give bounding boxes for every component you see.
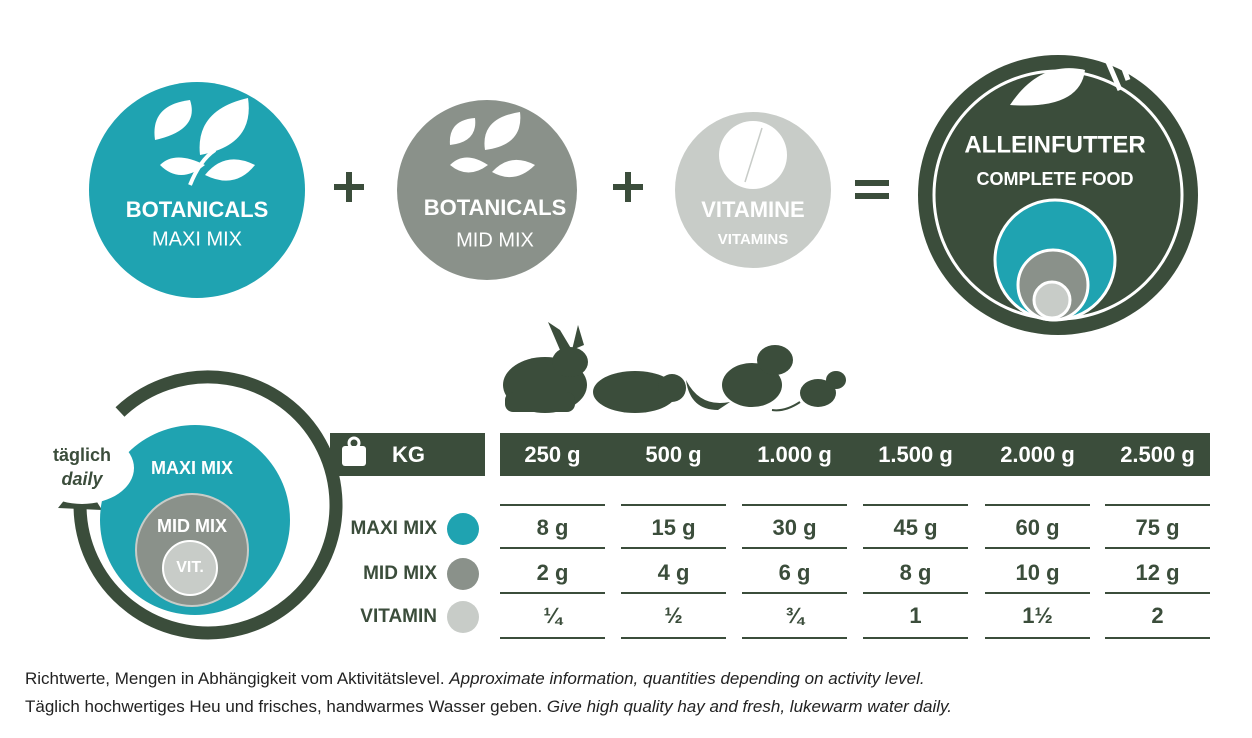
maxi-mix-circle [89, 82, 305, 298]
stem-icon [1102, 54, 1131, 91]
cycle-vit [162, 540, 218, 596]
result-subtitle: COMPLETE FOOD [977, 169, 1134, 189]
footer-de: Täglich hochwertiges Heu und frisches, h… [25, 697, 542, 716]
plus-sign [334, 172, 364, 202]
item-title: BOTANICALS [126, 197, 269, 222]
unit-label: KG [392, 442, 425, 467]
row-dot [447, 601, 479, 633]
cell: ¾ [785, 603, 805, 628]
leaf-icon [1010, 68, 1085, 106]
item-subtitle: MID MIX [456, 229, 534, 251]
cycle-label-de: täglich [53, 445, 111, 465]
footer-en: Give high quality hay and fresh, lukewar… [547, 697, 952, 716]
row-dot [447, 513, 479, 545]
vitamin-circle [675, 112, 831, 268]
cell: 2 [1151, 603, 1163, 628]
weight-label: 2.500 g [1120, 442, 1195, 467]
row-dot [447, 558, 479, 590]
equals-sign [855, 180, 889, 199]
leaf-icon [154, 98, 255, 186]
animal-silhouettes [503, 322, 846, 413]
cell: 2 g [537, 560, 569, 585]
item-subtitle: VITAMINS [718, 231, 789, 248]
cell: 6 g [779, 560, 811, 585]
item-title: VITAMINE [701, 197, 804, 222]
cycle-layer: VIT. [176, 559, 204, 576]
cell: 15 g [651, 515, 695, 540]
footer-line: Richtwerte, Mengen in Abhängigkeit vom A… [25, 669, 925, 688]
cycle-layer: MID MIX [157, 516, 227, 536]
footer-en: Approximate information, quantities depe… [448, 669, 924, 688]
cell: 1½ [1022, 603, 1053, 628]
weight-label: 250 g [524, 442, 580, 467]
row-label: MID MIX [363, 563, 437, 584]
cell: 8 g [537, 515, 569, 540]
cell: 12 g [1135, 560, 1179, 585]
cell: 10 g [1015, 560, 1059, 585]
weight-label: 1.500 g [878, 442, 953, 467]
weight-label: 2.000 g [1000, 442, 1075, 467]
item-subtitle: MAXI MIX [152, 228, 242, 250]
cycle-label-en: daily [61, 469, 103, 489]
cell: 75 g [1135, 515, 1179, 540]
cell: 60 g [1015, 515, 1059, 540]
footer-line: Täglich hochwertiges Heu und frisches, h… [25, 697, 952, 716]
weight-label: 500 g [645, 442, 701, 467]
plus-sign [613, 172, 643, 202]
weight-icon [342, 436, 366, 466]
mid-mix-circle [397, 100, 577, 280]
cell: 30 g [772, 515, 816, 540]
cell: ¼ [543, 603, 563, 628]
table: 250 g 500 g 1.000 g 1.500 g 2.000 g 2.500 g MA… [350, 442, 1210, 639]
leaf-icon [449, 112, 535, 178]
row-label: MAXI MIX [350, 518, 437, 539]
cycle-layer: MAXI MIX [151, 458, 233, 478]
cycle-arrow [73, 370, 343, 640]
cell: ½ [664, 603, 682, 628]
weight-header [500, 433, 1210, 476]
item-title: BOTANICALS [424, 195, 567, 220]
cell: 8 g [900, 560, 932, 585]
cell: 4 g [658, 560, 690, 585]
row-label: VITAMIN [360, 606, 437, 627]
cell: 1 [909, 603, 921, 628]
footer-de: Richtwerte, Mengen in Abhängigkeit vom A… [25, 669, 445, 688]
result-circle [918, 55, 1198, 335]
cycle-label-bg [30, 432, 134, 504]
cell: 45 g [893, 515, 937, 540]
weight-label: 1.000 g [757, 442, 832, 467]
result-title: ALLEINFUTTER [964, 131, 1145, 158]
tablet-line [744, 127, 763, 183]
result-vit [1032, 280, 1072, 320]
